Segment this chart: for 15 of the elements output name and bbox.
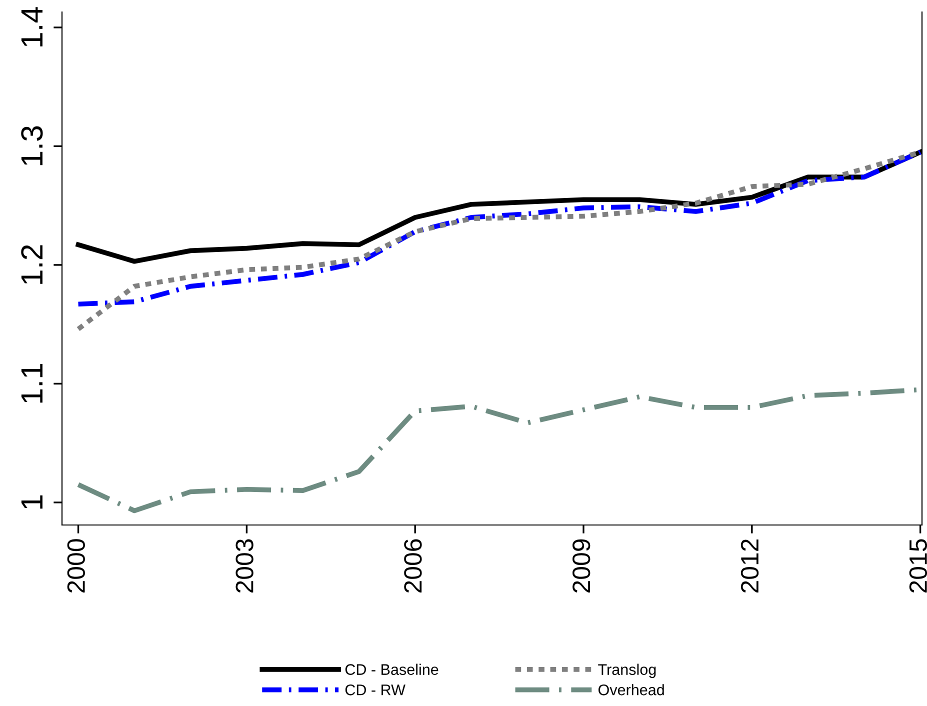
legend-label: Overhead — [598, 684, 664, 696]
x-tick-label: 2009 — [572, 539, 590, 593]
x-tick-label: 2000 — [67, 539, 85, 593]
y-tick-label: 1.4 — [21, 7, 42, 46]
x-tick-label: 2015 — [909, 539, 927, 593]
y-tick-label: 1.1 — [21, 364, 42, 403]
x-tick-label: 2006 — [404, 539, 422, 593]
x-tick-label: 2012 — [740, 539, 759, 593]
legend-label: CD - Baseline — [345, 664, 438, 675]
y-tick-label: 1.3 — [21, 126, 43, 166]
y-tick-label: 1.2 — [21, 245, 42, 284]
legend-label: Translog — [598, 664, 656, 678]
legend-label: CD - RW — [345, 684, 406, 696]
x-tick-label: 2003 — [236, 539, 254, 593]
y-tick-label: 1 — [21, 495, 42, 509]
